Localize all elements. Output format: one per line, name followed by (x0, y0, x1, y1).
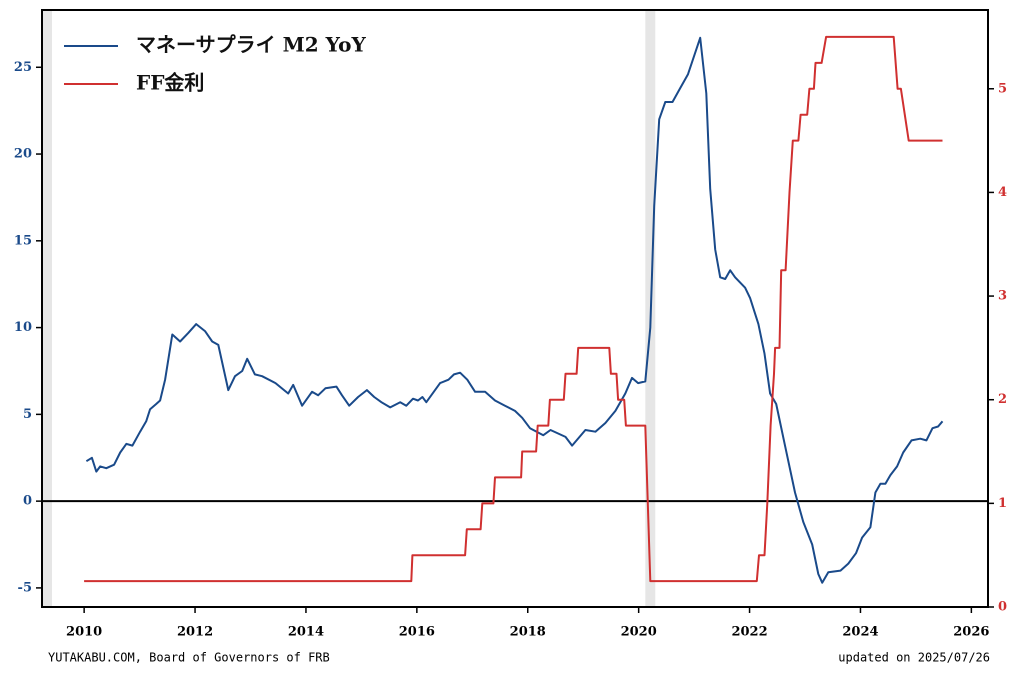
y2-tick-label: 5 (998, 81, 1007, 96)
x-tick-label: 2010 (66, 625, 102, 640)
y-tick-label: 15 (14, 233, 32, 248)
series-line (85, 36, 944, 584)
y2-tick-label: 0 (998, 600, 1007, 615)
x-tick-label: 2016 (399, 625, 435, 640)
y-tick-label: 20 (14, 147, 32, 162)
y2-tick-label: 2 (998, 392, 1007, 407)
y-tick-label: 0 (23, 494, 32, 509)
x-tick-label: 2012 (177, 625, 213, 640)
series-line (84, 35, 943, 583)
x-tick-label: 2014 (288, 625, 324, 640)
x-tick-label: 2026 (953, 625, 989, 640)
y2-tick-label: 1 (998, 496, 1007, 511)
y-tick-label: 10 (14, 320, 32, 335)
source: YUTAKABU.COM, Board of Governors of FRB (48, 651, 330, 665)
plot-frame (41, 9, 989, 608)
legend-label: マネーサプライ M2 YoY (136, 33, 366, 57)
legend-label: FF金利 (136, 71, 204, 95)
x-tick-label: 2022 (731, 625, 767, 640)
y-tick-label: 25 (14, 60, 32, 75)
x-tick-label: 2018 (510, 625, 546, 640)
y2-tick-label: 4 (998, 185, 1007, 200)
y2-tick-label: 3 (998, 289, 1007, 304)
x-tick-label: 2024 (842, 625, 878, 640)
updated: updated on 2025/07/26 (838, 651, 990, 665)
y-tick-label: -5 (18, 580, 32, 595)
recession-band (42, 10, 52, 607)
x-tick-label: 2020 (621, 625, 657, 640)
y-tick-label: 5 (23, 407, 32, 422)
